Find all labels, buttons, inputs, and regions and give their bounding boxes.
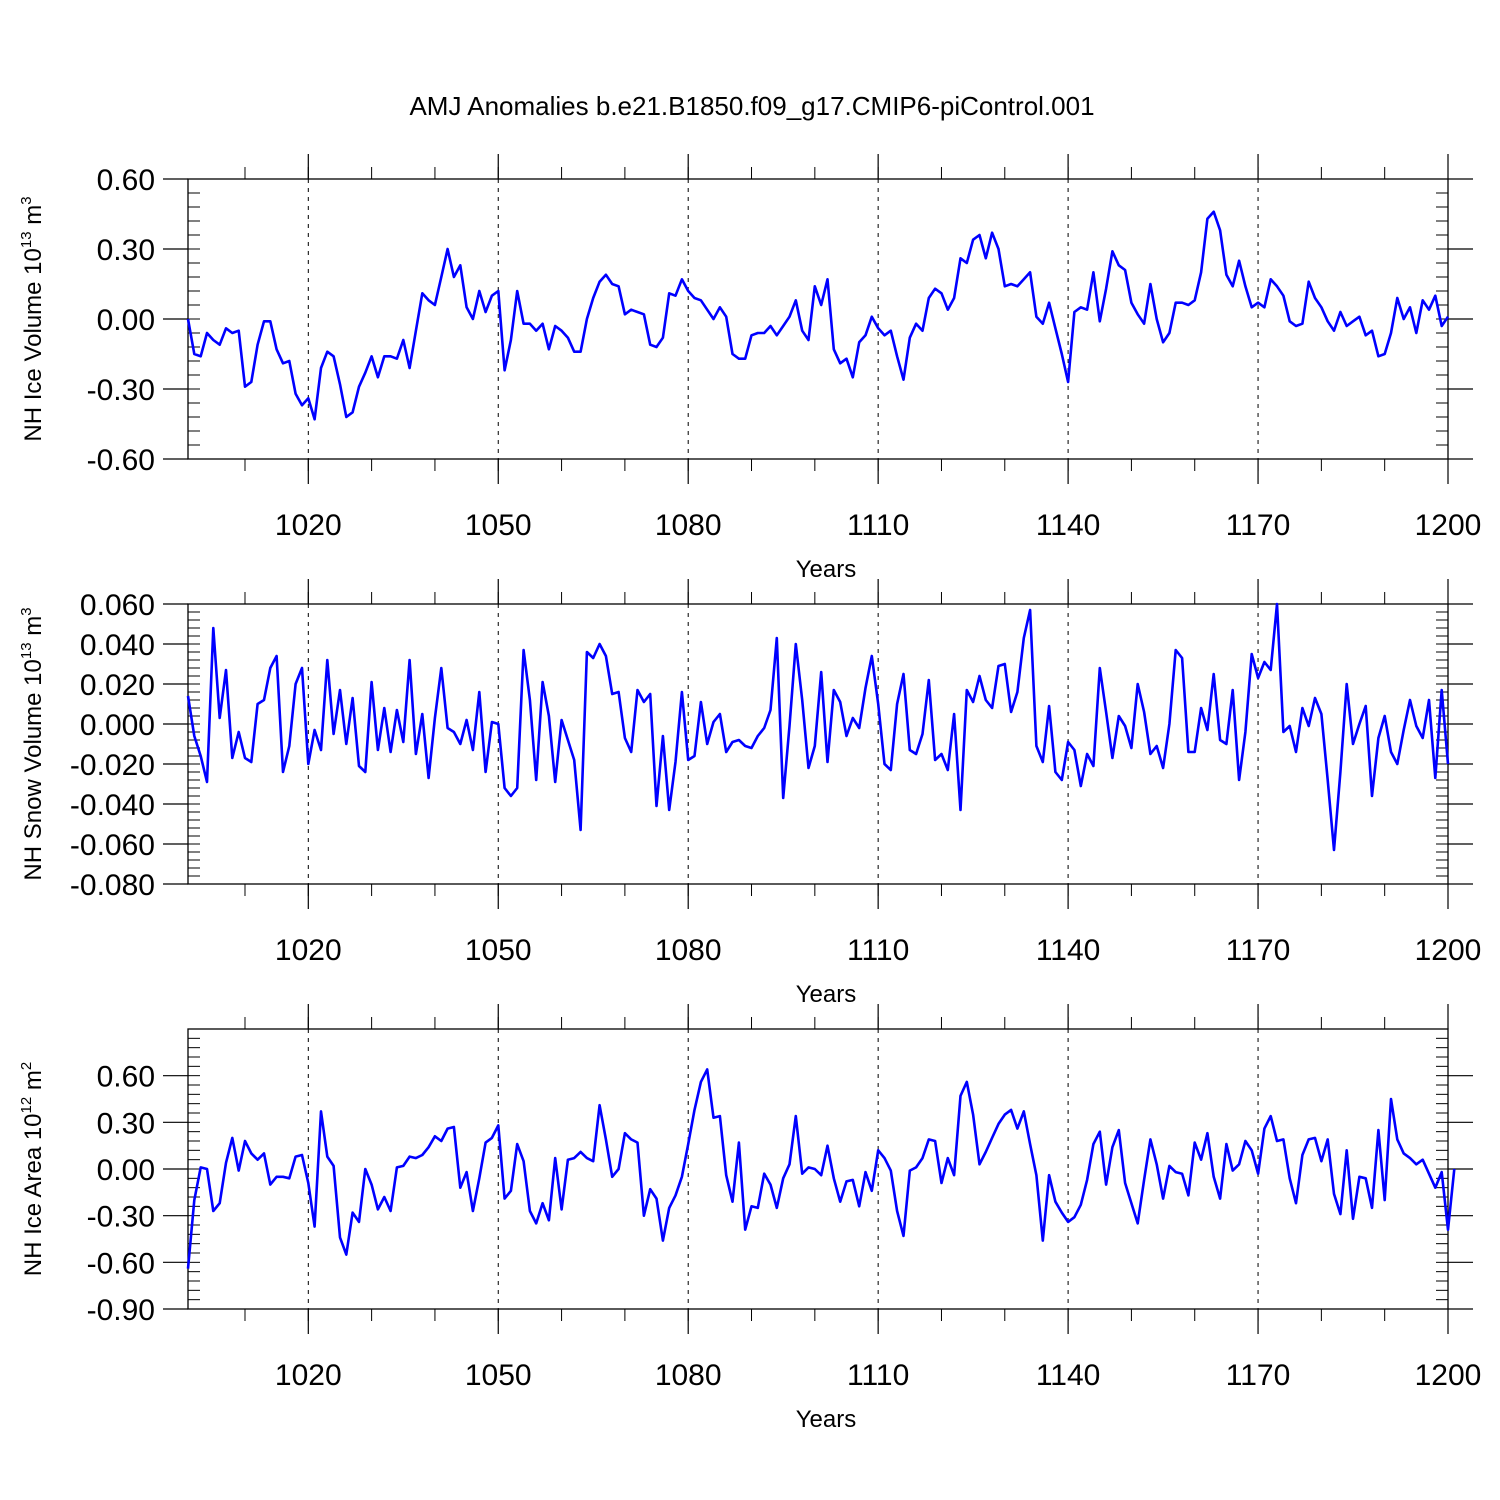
snow-volume-y-tick-label: -0.080 (70, 869, 155, 902)
snow-volume-x-tick-label: 1200 (1415, 934, 1482, 967)
ice-volume-x-tick-label: 1020 (275, 509, 342, 542)
ice-volume-series-line (186, 210, 1450, 421)
ice-area-y-tick-label: -0.60 (87, 1247, 155, 1280)
snow-volume-x-tick-label: 1110 (847, 934, 909, 967)
snow-volume-plot-frame (187, 603, 1449, 885)
snow-volume-y-tick-label: -0.040 (70, 789, 155, 822)
ice-volume-y-tick-label: 0.60 (97, 164, 155, 197)
ice-area-y-tick-label: 0.60 (97, 1061, 155, 1094)
ice-area-plot-frame (187, 1028, 1449, 1310)
panel-snow-volume: -0.080 -0.060 -0.040 -0.020 0.000 0.020 0.040 0… (18, 579, 1481, 1008)
ice-area-y-tick-label: -0.30 (87, 1201, 155, 1234)
ice-volume-y-tick-label: 0.00 (97, 304, 155, 337)
ice-area-series-line (186, 1068, 1456, 1269)
ice-volume-x-tick-label: 1200 (1415, 509, 1482, 542)
snow-volume-y-tick-label: 0.060 (80, 589, 155, 622)
ice-area-x-tick-label: 1020 (275, 1359, 342, 1392)
ice-area-x-axis-title: Years (796, 1406, 857, 1433)
panel-ice-volume: -0.60 -0.30 0.00 0.30 0.60 1020 1050 1080 1110 11… (18, 154, 1481, 583)
snow-volume-y-tick-label: 0.040 (80, 629, 155, 662)
panel-ice-area: -0.90 -0.60 -0.30 0.00 0.30 0.60 1020 1050 1080 1… (18, 1004, 1481, 1433)
ice-volume-x-tick-label: 1050 (465, 509, 532, 542)
ice-volume-x-axis-title: Years (796, 556, 857, 583)
snow-volume-y-tick-label: -0.020 (70, 749, 155, 782)
snow-volume-x-axis-title: Years (796, 981, 857, 1008)
snow-volume-y-tick-label: 0.020 (80, 669, 155, 702)
ice-area-y-tick-label: 0.30 (97, 1107, 155, 1140)
snow-volume-y-tick-label: -0.060 (70, 829, 155, 862)
ice-area-x-tick-label: 1110 (847, 1359, 909, 1392)
snow-volume-series-line (186, 602, 1450, 852)
ice-area-x-tick-label: 1200 (1415, 1359, 1482, 1392)
snow-volume-x-tick-label: 1170 (1226, 934, 1291, 967)
ice-volume-y-tick-label: -0.30 (87, 374, 155, 407)
ice-volume-x-tick-label: 1170 (1226, 509, 1291, 542)
snow-volume-y-axis-title: NH Snow Volume 1013 m3 (18, 607, 47, 880)
snow-volume-x-tick-label: 1140 (1036, 934, 1101, 967)
ice-volume-y-tick-label: 0.30 (97, 234, 155, 267)
snow-volume-x-tick-label: 1050 (465, 934, 532, 967)
ice-area-x-tick-label: 1050 (465, 1359, 532, 1392)
ice-volume-x-tick-label: 1140 (1036, 509, 1101, 542)
snow-volume-y-tick-label: 0.000 (80, 709, 155, 742)
ice-volume-x-tick-label: 1080 (655, 509, 722, 542)
ice-volume-y-axis-title: NH Ice Volume 1013 m3 (18, 196, 47, 441)
ice-area-x-tick-label: 1170 (1226, 1359, 1291, 1392)
snow-volume-x-tick-label: 1080 (655, 934, 722, 967)
ice-volume-plot-frame (187, 178, 1449, 460)
ice-volume-x-tick-label: 1110 (847, 509, 909, 542)
snow-volume-x-tick-label: 1020 (275, 934, 342, 967)
ice-area-y-tick-label: 0.00 (97, 1154, 155, 1187)
ice-area-x-tick-label: 1140 (1036, 1359, 1101, 1392)
chart-title: AMJ Anomalies b.e21.B1850.f09_g17.CMIP6-… (409, 91, 1094, 121)
ice-area-y-tick-label: -0.90 (87, 1294, 155, 1327)
ice-area-x-tick-label: 1080 (655, 1359, 722, 1392)
ice-area-y-axis-title: NH Ice Area 1012 m2 (18, 1062, 47, 1276)
ice-volume-y-tick-label: -0.60 (87, 444, 155, 477)
